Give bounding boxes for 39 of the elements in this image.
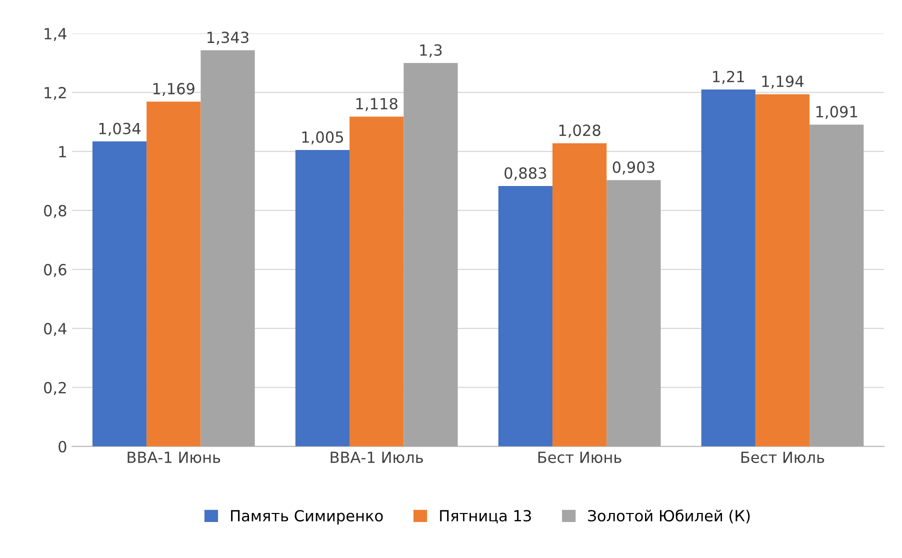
data-label: 1,194 [762,76,804,89]
legend-label: Пятница 13 [440,510,531,524]
y-tick-label: 1,4 [44,28,66,42]
bar [552,143,607,446]
bar [350,116,404,446]
data-label: 1,028 [559,124,600,138]
y-tick-label: 1 [59,146,66,158]
x-tick-label: Бест Июнь [538,452,622,464]
bar [404,62,458,446]
data-label: 1,169 [153,82,194,96]
bar [810,124,864,446]
bar [701,90,756,446]
data-label: 1,005 [302,131,343,144]
y-tick-label: 0,6 [44,264,66,278]
y-tick-label: 0,4 [44,322,66,336]
x-tick-label: ВВА-1 Июль [330,452,423,464]
data-label: 1,118 [356,98,398,112]
data-label: 1,091 [816,106,858,120]
data-label: 1,3 [420,44,442,58]
x-tick-label: Бест Июль [741,452,824,464]
bar [92,141,147,446]
y-tick-label: 0,8 [44,204,66,218]
x-tick-label: ВВА-1 Июнь [128,452,220,464]
bar [498,186,552,446]
data-label: 0,903 [612,161,654,174]
legend-label: Золотой Юбилей (К) [588,509,750,524]
data-label: 1,21 [713,70,744,84]
legend-label: Память Симиренко [231,510,383,524]
bar [200,50,255,446]
y-tick-label: 1,2 [44,86,66,100]
bar [295,150,350,446]
y-tick-label: 0,2 [44,382,66,395]
y-tick-label: 0 [58,440,66,452]
data-label: 0,883 [504,167,546,180]
bar [606,180,661,446]
bar [146,102,201,446]
data-label: 1,034 [99,122,141,136]
bar [755,94,810,446]
data-label: 1,343 [208,32,248,45]
